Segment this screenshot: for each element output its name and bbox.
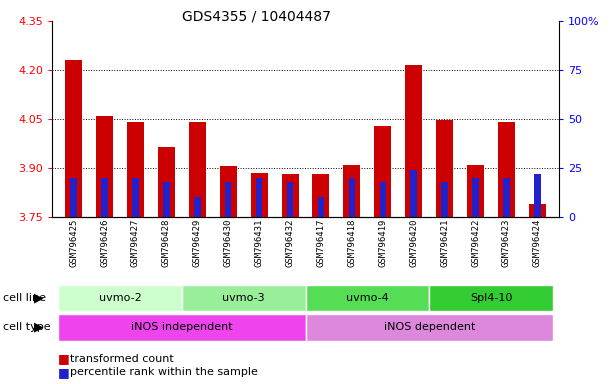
Text: GSM796429: GSM796429 xyxy=(193,218,202,266)
Text: GSM796430: GSM796430 xyxy=(224,218,233,266)
Bar xyxy=(70,178,77,217)
Bar xyxy=(158,147,175,217)
Text: GSM796421: GSM796421 xyxy=(440,218,449,266)
Bar xyxy=(220,166,236,217)
Text: GSM796428: GSM796428 xyxy=(162,218,171,266)
Text: GSM796426: GSM796426 xyxy=(100,218,109,266)
Bar xyxy=(282,174,299,217)
Bar xyxy=(287,182,293,217)
Text: GSM796417: GSM796417 xyxy=(316,218,326,266)
Bar xyxy=(65,60,82,217)
Bar xyxy=(498,122,515,217)
Bar xyxy=(405,65,422,217)
Bar xyxy=(375,126,391,217)
Bar xyxy=(534,174,541,217)
Text: uvmo-3: uvmo-3 xyxy=(222,293,265,303)
Bar xyxy=(101,178,108,217)
Text: GSM796422: GSM796422 xyxy=(471,218,480,266)
Text: GSM796425: GSM796425 xyxy=(69,218,78,266)
Text: ■: ■ xyxy=(58,366,70,379)
Bar xyxy=(411,170,417,217)
Text: GDS4355 / 10404487: GDS4355 / 10404487 xyxy=(182,10,331,23)
Bar xyxy=(436,120,453,217)
Text: GSM796431: GSM796431 xyxy=(255,218,263,266)
Text: ▶: ▶ xyxy=(34,321,43,334)
Bar xyxy=(441,182,448,217)
Bar xyxy=(343,166,360,217)
Text: uvmo-2: uvmo-2 xyxy=(98,293,141,303)
Bar xyxy=(306,313,553,341)
Bar xyxy=(467,165,484,217)
Bar xyxy=(312,174,329,217)
Bar xyxy=(225,182,232,217)
Bar xyxy=(251,173,268,217)
Bar xyxy=(58,285,182,311)
Bar xyxy=(472,178,479,217)
Text: percentile rank within the sample: percentile rank within the sample xyxy=(70,367,258,377)
Text: GSM796418: GSM796418 xyxy=(348,218,356,266)
Bar xyxy=(194,197,200,217)
Bar xyxy=(306,285,429,311)
Bar xyxy=(96,116,113,217)
Bar xyxy=(256,178,262,217)
Text: Spl4-10: Spl4-10 xyxy=(470,293,512,303)
Text: transformed count: transformed count xyxy=(70,354,174,364)
Bar xyxy=(379,182,386,217)
Bar xyxy=(163,182,170,217)
Text: ■: ■ xyxy=(58,353,70,366)
Text: GSM796427: GSM796427 xyxy=(131,218,140,266)
Bar xyxy=(318,197,324,217)
Bar xyxy=(182,285,306,311)
Bar xyxy=(189,122,206,217)
Text: GSM796424: GSM796424 xyxy=(533,218,542,266)
Text: GSM796432: GSM796432 xyxy=(285,218,295,266)
Bar xyxy=(503,178,510,217)
Text: cell type: cell type xyxy=(3,322,51,333)
Text: ▶: ▶ xyxy=(34,291,43,304)
Text: iNOS independent: iNOS independent xyxy=(131,322,233,333)
Bar xyxy=(429,285,553,311)
Text: GSM796420: GSM796420 xyxy=(409,218,418,266)
Text: iNOS dependent: iNOS dependent xyxy=(384,322,475,333)
Bar xyxy=(127,122,144,217)
Text: GSM796423: GSM796423 xyxy=(502,218,511,266)
Bar xyxy=(132,178,139,217)
Text: cell line: cell line xyxy=(3,293,46,303)
Bar xyxy=(349,178,355,217)
Bar xyxy=(58,313,306,341)
Text: uvmo-4: uvmo-4 xyxy=(346,293,389,303)
Text: GSM796419: GSM796419 xyxy=(378,218,387,266)
Bar xyxy=(529,204,546,217)
